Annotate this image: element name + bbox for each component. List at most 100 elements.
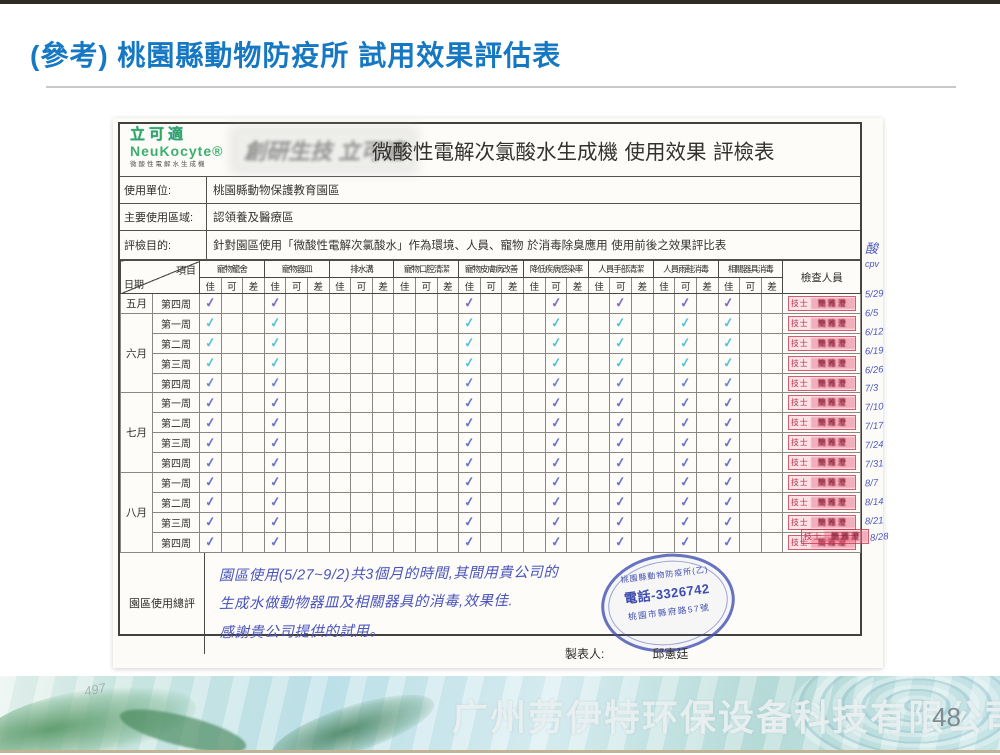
rating-cell — [350, 491, 373, 513]
inspector-cell: 技士 簡雅澄 — [782, 352, 862, 374]
rating-cell — [220, 372, 244, 394]
check-mark: ✓ — [268, 294, 282, 312]
rating-cell — [479, 412, 503, 434]
rating-cell — [652, 452, 676, 474]
rating-cell — [652, 511, 676, 533]
rating-header: 差 — [307, 277, 330, 294]
rating-header: 差 — [371, 277, 395, 294]
rating-cell: ✓ — [674, 412, 697, 434]
rating-header: 佳 — [263, 277, 287, 294]
rating-cell — [220, 452, 244, 474]
rating-cell — [566, 332, 589, 354]
rating-cell — [479, 511, 503, 533]
date-note: 6/19 — [864, 344, 884, 358]
margin-note: cpv — [865, 259, 880, 269]
table-row: 七月 第一周 ✓ ✓ ✓ ✓ ✓ ✓ ✓ 技士 簡雅澄 — [120, 392, 862, 474]
rating-cell: ✓ — [609, 452, 633, 474]
rating-cell — [371, 531, 395, 553]
rating-cell — [220, 312, 244, 334]
inspector-stamp: 技士 簡雅澄 — [787, 315, 856, 331]
week-label: 第二周 — [152, 412, 200, 434]
rating-cell: ✓ — [674, 372, 697, 394]
rating-cell — [393, 293, 417, 314]
rating-cell — [307, 531, 330, 553]
rating-cell — [566, 432, 589, 454]
rating-cell — [760, 312, 784, 334]
rating-header: 可 — [544, 277, 568, 294]
rating-cell — [307, 312, 330, 334]
rating-cell: ✓ — [199, 432, 222, 454]
column-group-header: 降低疾病感染率 — [523, 260, 589, 278]
inspector-cell: 技士 簡雅澄 — [782, 372, 862, 394]
rating-cell — [587, 293, 611, 314]
rating-cell: ✓ — [544, 452, 568, 474]
week-label: 第一周 — [152, 392, 200, 414]
rating-cell — [695, 312, 719, 334]
rating-cell: ✓ — [458, 312, 481, 334]
rating-cell — [328, 472, 352, 493]
rating-cell — [371, 392, 395, 414]
check-mark: ✓ — [463, 414, 476, 431]
rating-cell — [285, 472, 308, 493]
stamp-name: 簡雅澄 — [810, 297, 855, 309]
rating-cell — [631, 452, 654, 474]
rating-cell: ✓ — [717, 531, 741, 553]
rating-cell — [415, 332, 438, 354]
rating-cell — [695, 372, 719, 394]
summary-handwriting: 園區使用(5/27~9/2)共3個月的時間,其間用貴公司的 生成水做動物器皿及相… — [204, 549, 860, 657]
rating-cell: ✓ — [609, 531, 633, 553]
rating-cell — [307, 432, 330, 454]
rating-cell — [307, 452, 330, 474]
inspector-cell: 技士 簡雅澄 — [782, 412, 862, 434]
title-divider — [46, 86, 956, 88]
corner-cell: 項目 日期 — [120, 260, 200, 294]
inspector-stamp: 技士 簡雅澄 — [787, 514, 856, 530]
rating-cell — [393, 432, 417, 454]
rating-cell — [220, 412, 244, 434]
table-row: 第三周 ✓ ✓ ✓ ✓ ✓ ✓ ✓ 技士 簡雅澄 — [121, 511, 862, 533]
check-mark: ✓ — [268, 533, 282, 550]
brand-logo: 立可適 NeuKocyte® 微酸性電解水生成機 — [130, 126, 290, 168]
rating-cell — [739, 412, 762, 434]
rating-cell — [393, 332, 417, 354]
info-value: 針對園區使用「微酸性電解次氯酸水」作為環境、人員、寵物 於消毒除臭應用 使用前後… — [213, 238, 727, 252]
rating-cell — [371, 352, 395, 374]
table-row: 第二周 ✓ ✓ ✓ ✓ ✓ ✓ ✓ 技士 簡雅澄 — [121, 332, 862, 354]
stamp-address: 桃園市縣府路57號 — [627, 601, 711, 622]
check-mark: ✓ — [722, 433, 736, 451]
rating-cell — [523, 372, 546, 394]
rating-cell — [350, 472, 373, 493]
rating-cell — [739, 312, 762, 334]
rating-cell — [307, 332, 330, 354]
rating-cell: ✓ — [544, 432, 568, 454]
rating-cell: ✓ — [609, 491, 633, 513]
rating-header: 可 — [350, 277, 373, 294]
rating-cell — [436, 293, 460, 314]
check-mark: ✓ — [203, 473, 217, 491]
month-label: 六月 — [120, 312, 153, 394]
rating-cell — [587, 491, 611, 513]
rating-cell — [350, 412, 373, 434]
rating-cell — [523, 531, 546, 553]
overflow-inspector-stamp: 技士 簡雅澄 — [801, 529, 869, 544]
rating-cell — [479, 372, 503, 394]
column-group-header: 寵物器皿 — [263, 260, 330, 278]
rating-cell — [695, 472, 719, 493]
check-mark: ✓ — [549, 314, 563, 332]
rating-cell — [652, 432, 676, 454]
table-row: 第三周 ✓ ✓ ✓ ✓ ✓ ✓ ✓ 技士 簡雅澄 — [121, 352, 862, 374]
rating-cell — [220, 491, 244, 513]
rating-cell — [393, 491, 417, 513]
stamp-title: 技士 — [790, 477, 809, 487]
rating-cell — [436, 412, 460, 434]
week-label: 第二周 — [152, 332, 200, 354]
rating-cell — [393, 312, 417, 334]
check-mark: ✓ — [268, 354, 282, 371]
rating-cell — [652, 312, 676, 334]
rating-cell — [587, 452, 611, 474]
rating-cell — [220, 472, 244, 493]
month-label: 八月 — [120, 472, 153, 553]
rating-cell — [739, 511, 762, 533]
rating-cell — [587, 472, 611, 493]
rating-cell — [242, 412, 265, 434]
